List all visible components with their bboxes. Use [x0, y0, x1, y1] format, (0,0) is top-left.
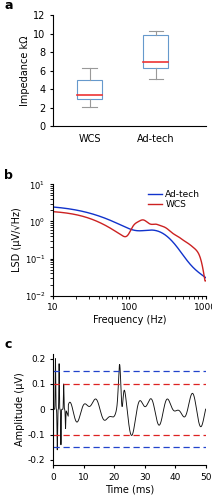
X-axis label: Frequency (Hz): Frequency (Hz)	[93, 315, 166, 325]
Ad-tech	[204, 274, 207, 280]
Text: b: b	[4, 168, 13, 181]
Ad-tech	[132, 227, 134, 233]
Line: WCS: WCS	[53, 212, 206, 281]
Legend: Ad-tech, WCS: Ad-tech, WCS	[147, 189, 201, 210]
Ad-tech	[77, 208, 80, 214]
WCS	[204, 278, 207, 284]
WCS	[204, 278, 206, 284]
WCS	[72, 211, 74, 217]
WCS	[118, 230, 120, 236]
Ad-tech	[118, 222, 120, 228]
WCS	[77, 212, 80, 218]
WCS	[103, 222, 106, 228]
Text: c: c	[4, 338, 11, 351]
WCS	[132, 223, 134, 229]
X-axis label: Time (ms): Time (ms)	[105, 484, 154, 494]
WCS	[52, 208, 54, 214]
Y-axis label: LSD (μV/√Hz): LSD (μV/√Hz)	[12, 208, 22, 272]
Ad-tech	[52, 204, 54, 210]
Bar	[143, 36, 169, 68]
Ad-tech	[135, 228, 138, 234]
Text: a: a	[4, 0, 13, 12]
Line: Ad-tech: Ad-tech	[53, 207, 206, 278]
Bar	[77, 80, 102, 98]
Y-axis label: Impedance kΩ: Impedance kΩ	[20, 36, 30, 106]
Y-axis label: Amplitude (μV): Amplitude (μV)	[15, 372, 25, 446]
WCS	[135, 220, 138, 226]
Ad-tech	[103, 215, 106, 221]
Ad-tech	[72, 206, 74, 212]
